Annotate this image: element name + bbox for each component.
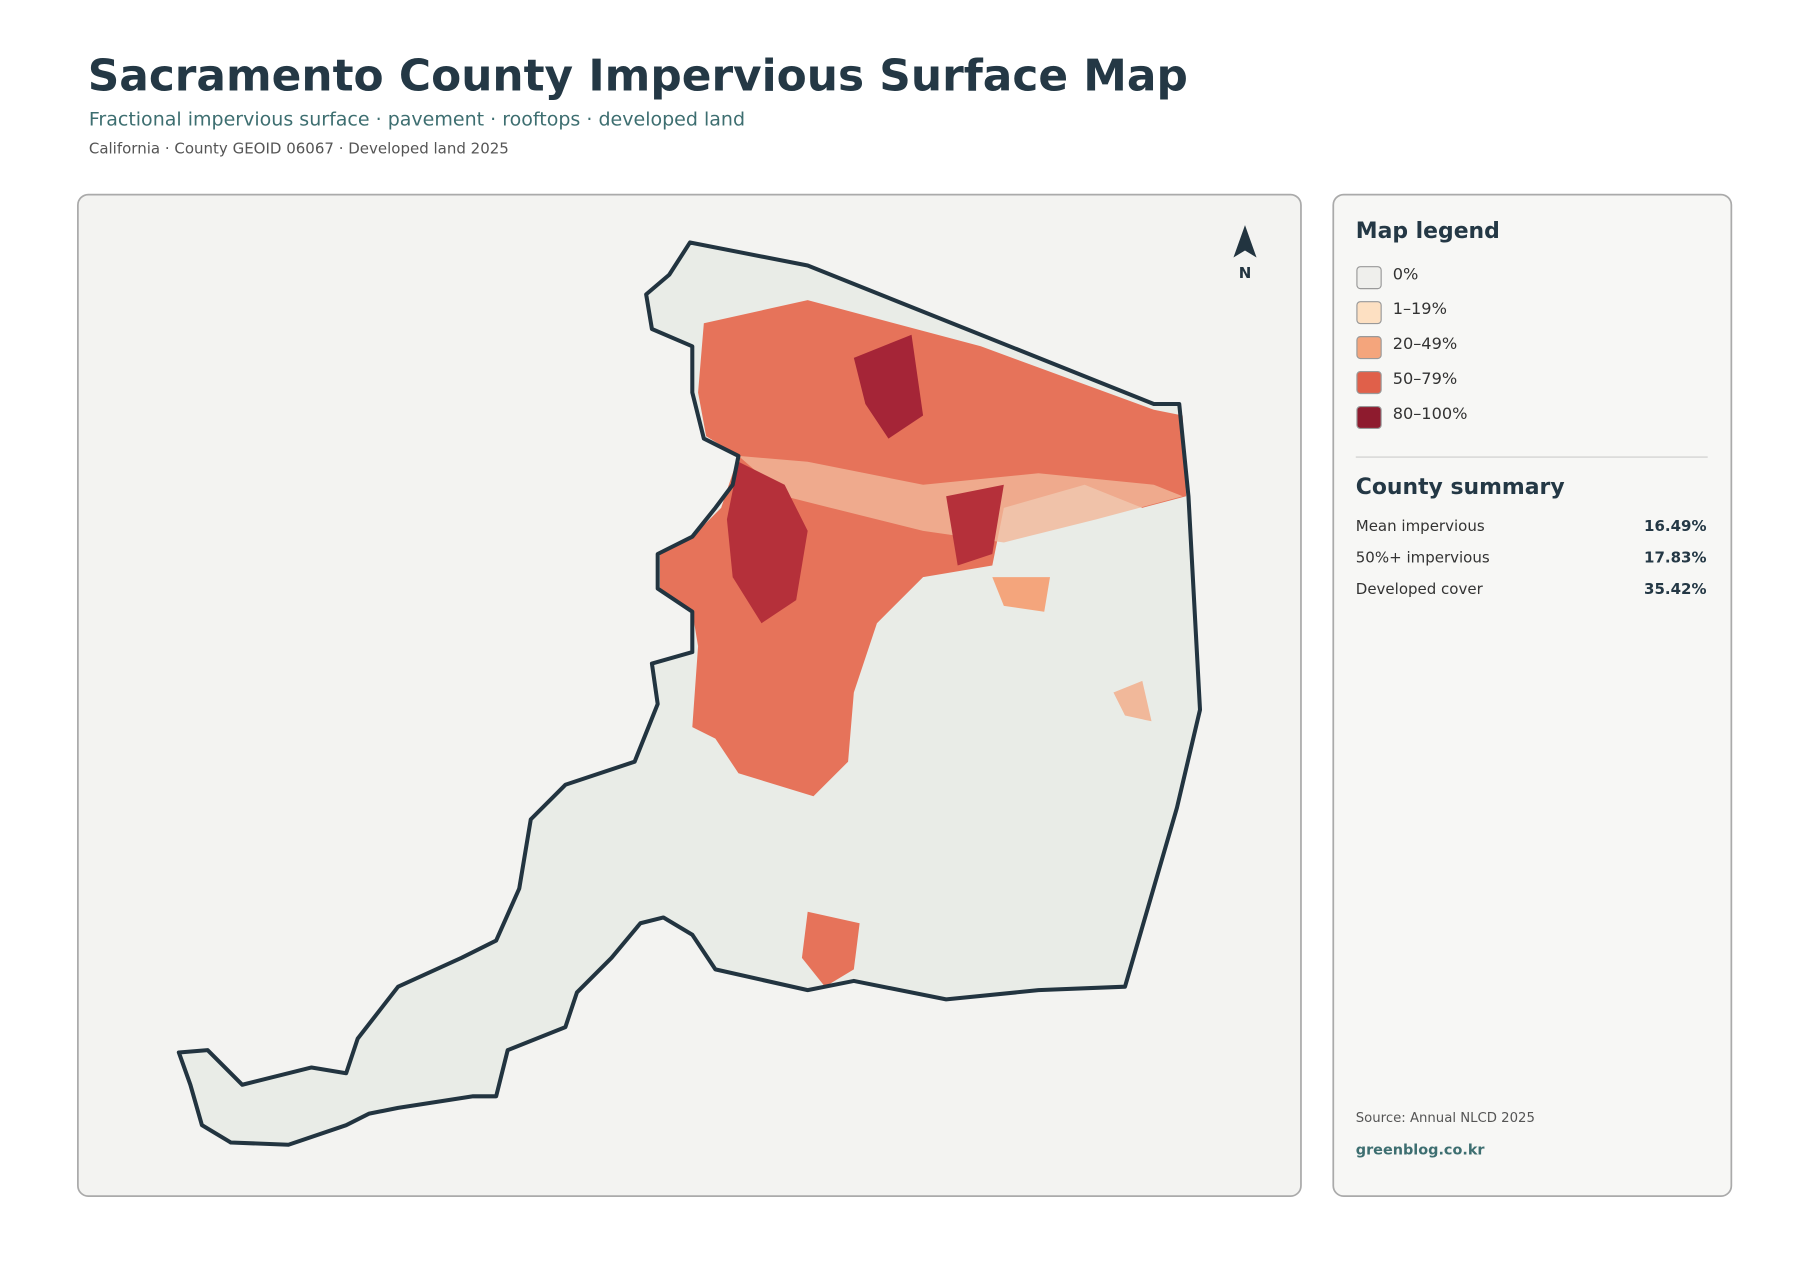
summary-title: County summary: [1356, 475, 1565, 500]
legend-items: 0% 1–19% 20–49% 50–79% 80–100%: [1356, 264, 1468, 430]
summary-value: 17.83%: [1644, 548, 1706, 566]
urban-area: [801, 911, 860, 987]
county-map: [176, 240, 1203, 1147]
meta: California · County GEOID 06067 · Develo…: [89, 140, 509, 158]
legend-swatch: [1356, 336, 1382, 360]
summary-value: 16.49%: [1644, 517, 1706, 535]
legend-label: 20–49%: [1393, 334, 1457, 353]
summary-label: Developed cover: [1356, 580, 1484, 598]
legend-swatch: [1356, 301, 1382, 325]
title: Sacramento County Impervious Surface Map: [88, 51, 1188, 102]
legend-label: 50–79%: [1393, 369, 1457, 388]
urban-area: [1113, 680, 1152, 722]
urban-core: [726, 461, 808, 624]
summary-label: Mean impervious: [1356, 517, 1485, 535]
summary-rows: Mean impervious 16.49% 50%+ impervious 17.8…: [1356, 517, 1707, 598]
subtitle: Fractional impervious surface · pavement…: [89, 109, 745, 131]
source: Source: Annual NLCD 2025: [1356, 1111, 1535, 1126]
north-label: N: [1239, 264, 1252, 282]
urban-core: [946, 484, 1004, 566]
legend-label: 1–19%: [1393, 299, 1447, 318]
legend-panel: [1332, 193, 1733, 1197]
county-outline: [176, 240, 1203, 1147]
legend-label: 80–100%: [1393, 404, 1468, 423]
legend-swatch: [1356, 405, 1382, 430]
urban-area: [992, 577, 1050, 612]
summary-label: 50%+ impervious: [1356, 548, 1490, 566]
legend-swatch: [1356, 370, 1382, 395]
legend-label: 0%: [1393, 264, 1419, 283]
site: greenblog.co.kr: [1356, 1143, 1486, 1159]
summary-value: 35.42%: [1644, 580, 1706, 598]
legend-title: Map legend: [1356, 219, 1500, 244]
legend-swatch: [1356, 266, 1382, 290]
urban-area: [660, 300, 1187, 797]
north-arrow: [1233, 225, 1257, 258]
